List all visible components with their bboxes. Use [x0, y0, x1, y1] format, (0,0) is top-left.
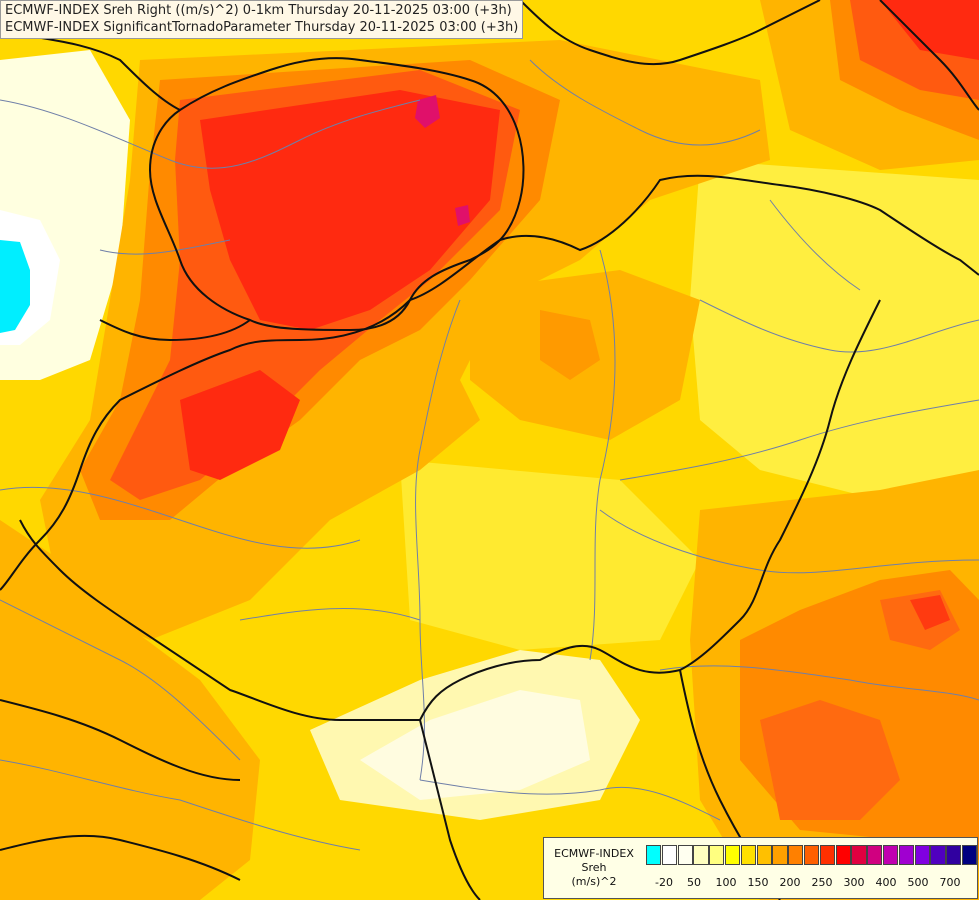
legend-swatch	[661, 845, 678, 865]
field-light-yellow-east	[690, 160, 979, 520]
legend-swatch	[835, 845, 851, 865]
legend-swatch	[914, 845, 930, 865]
legend-swatch	[693, 845, 709, 865]
legend-tick-label: 500	[907, 876, 929, 889]
legend-tick-label: 400	[875, 876, 897, 889]
field-red-ne	[880, 0, 979, 60]
rivers	[0, 59, 979, 851]
legend-swatch	[961, 845, 978, 865]
legend-swatch	[930, 845, 946, 865]
legend-tick-label: 100	[715, 876, 737, 889]
field-magenta-1	[415, 95, 440, 128]
legend-swatch	[882, 845, 899, 865]
field-light-yellow-center	[400, 460, 700, 650]
legend-swatch	[772, 845, 788, 865]
legend-swatch	[867, 845, 883, 865]
legend-tick-label: 200	[779, 876, 801, 889]
legend-color-bar	[646, 845, 978, 865]
title-line-1: ECMWF-INDEX Sreh Right ((m/s)^2) 0-1km T…	[5, 3, 512, 18]
legend-tick-label: 300	[843, 876, 865, 889]
legend-swatch	[803, 845, 820, 865]
legend-title: ECMWF-INDEX Sreh (m/s)^2	[548, 847, 640, 889]
title-line-2: ECMWF-INDEX SignificantTornadoParameter …	[5, 20, 519, 35]
field-red-orange-se	[760, 700, 900, 820]
legend-tick-label: 250	[811, 876, 833, 889]
legend-swatch	[819, 845, 836, 865]
legend-swatch	[851, 845, 867, 865]
legend-tick-label: -20	[655, 876, 673, 889]
legend-swatch	[709, 845, 725, 865]
legend-swatch	[898, 845, 915, 865]
map-title: ECMWF-INDEX Sreh Right ((m/s)^2) 0-1km T…	[0, 0, 524, 39]
field-red-north	[200, 90, 500, 330]
field-magenta-2	[455, 205, 470, 226]
legend-swatch	[677, 845, 693, 865]
legend-swatch	[946, 845, 962, 865]
field-dark-orange-center	[540, 310, 600, 380]
field-red-se	[910, 595, 950, 630]
field-cyan-core	[0, 240, 30, 333]
legend-title-line-2: Sreh	[581, 861, 607, 874]
legend-swatch	[756, 845, 772, 865]
legend-tick-label: 150	[747, 876, 769, 889]
legend-tick-label: 700	[939, 876, 961, 889]
field-red-west	[180, 370, 300, 480]
legend-swatch	[646, 845, 662, 865]
color-legend: ECMWF-INDEX Sreh (m/s)^2 -20 50 100 150 200 2…	[543, 837, 978, 899]
legend-swatch	[788, 845, 804, 865]
legend-tick-label: 50	[687, 876, 701, 889]
legend-tick-labels: -20 50 100 150 200 250 300 400 500 700	[646, 876, 971, 890]
legend-swatch	[724, 845, 741, 865]
legend-swatch	[740, 845, 757, 865]
field-paler-south	[360, 690, 590, 800]
legend-title-line-3: (m/s)^2	[571, 875, 617, 888]
legend-title-line-1: ECMWF-INDEX	[554, 847, 634, 860]
